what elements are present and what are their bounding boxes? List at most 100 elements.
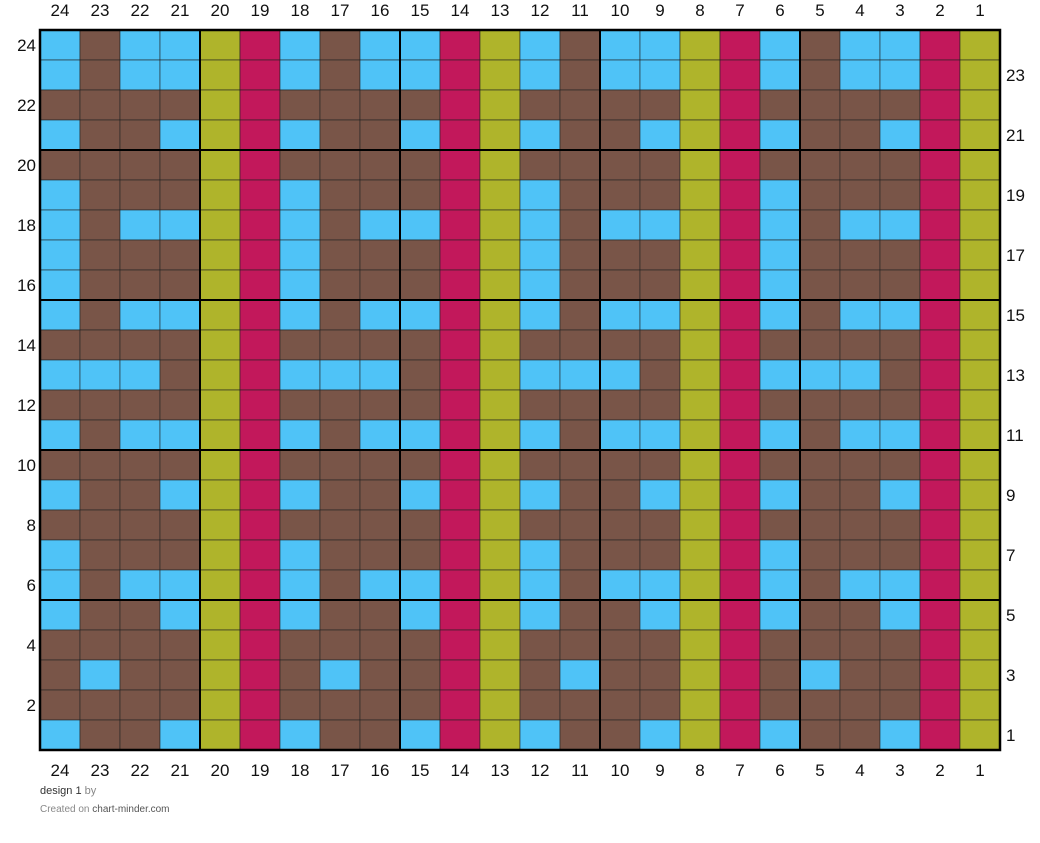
chart-cell	[599, 59, 641, 91]
chart-cell	[639, 389, 681, 421]
chart-cell	[479, 449, 521, 481]
chart-cell	[879, 539, 921, 571]
chart-cell	[959, 599, 1001, 631]
chart-cell	[679, 659, 721, 691]
chart-cell	[559, 509, 601, 541]
chart-cell	[879, 449, 921, 481]
chart-cell	[759, 29, 801, 61]
chart-cell	[279, 539, 321, 571]
chart-cell	[119, 29, 161, 61]
chart-cell	[399, 329, 441, 361]
chart-cell	[959, 269, 1001, 301]
chart-cell	[599, 509, 641, 541]
chart-cell	[639, 509, 681, 541]
chart-cell	[879, 419, 921, 451]
chart-cell	[359, 149, 401, 181]
column-label-top: 24	[51, 1, 70, 20]
column-label-top: 15	[411, 1, 430, 20]
chart-cell	[159, 659, 201, 691]
chart-cell	[479, 149, 521, 181]
chart-cell	[319, 569, 361, 601]
chart-cell	[439, 539, 481, 571]
chart-cell	[199, 629, 241, 661]
chart-cell	[319, 389, 361, 421]
chart-cell	[599, 89, 641, 121]
chart-cell	[919, 449, 961, 481]
chart-cell	[719, 359, 761, 391]
chart-cell	[239, 419, 281, 451]
chart-cell	[279, 59, 321, 91]
chart-cell	[799, 389, 841, 421]
chart-cell	[279, 569, 321, 601]
chart-cell	[79, 449, 121, 481]
row-label-left: 24	[17, 36, 36, 55]
chart-cell	[439, 419, 481, 451]
chart-cell	[279, 29, 321, 61]
chart-cell	[679, 479, 721, 511]
chart-cell	[279, 599, 321, 631]
row-label-right: 23	[1006, 66, 1025, 85]
chart-cell	[559, 89, 601, 121]
chart-cell	[439, 449, 481, 481]
chart-cell	[359, 239, 401, 271]
chart-cell	[439, 239, 481, 271]
chart-cell	[439, 689, 481, 721]
chart-cell	[479, 119, 521, 151]
chart-cell	[839, 119, 881, 151]
chart-cell	[159, 599, 201, 631]
chart-cell	[799, 119, 841, 151]
chart-cell	[879, 509, 921, 541]
chart-cell	[719, 299, 761, 331]
chart-cell	[279, 119, 321, 151]
column-label-top: 14	[451, 1, 470, 20]
chart-cell	[279, 449, 321, 481]
row-label-left: 10	[17, 456, 36, 475]
chart-cell	[839, 329, 881, 361]
chart-cell	[439, 29, 481, 61]
chart-cell	[959, 449, 1001, 481]
chart-cell	[319, 299, 361, 331]
chart-cell	[239, 659, 281, 691]
chart-cell	[639, 89, 681, 121]
column-label-bottom: 9	[655, 761, 664, 780]
chart-cell	[279, 479, 321, 511]
chart-cell	[759, 209, 801, 241]
chart-cell	[399, 629, 441, 661]
column-label-top: 13	[491, 1, 510, 20]
chart-cell	[239, 119, 281, 151]
chart-cell	[199, 269, 241, 301]
chart-cell	[399, 149, 441, 181]
chart-cell	[479, 299, 521, 331]
chart-cell	[519, 299, 561, 331]
chart-cell	[439, 659, 481, 691]
chart-cell	[79, 89, 121, 121]
chart-cell	[199, 29, 241, 61]
row-label-right: 1	[1006, 726, 1015, 745]
chart-cell	[199, 329, 241, 361]
chart-cell	[519, 419, 561, 451]
chart-cell	[479, 539, 521, 571]
created-on-label: Created on	[40, 804, 90, 815]
chart-cell	[439, 359, 481, 391]
chart-cell	[439, 719, 481, 751]
chart-cell	[199, 599, 241, 631]
site-link[interactable]: chart-minder.com	[92, 804, 170, 815]
column-label-bottom: 21	[171, 761, 190, 780]
chart-cell	[519, 179, 561, 211]
chart-cell	[679, 599, 721, 631]
chart-cell	[479, 599, 521, 631]
chart-cell	[79, 29, 121, 61]
chart-cell	[759, 59, 801, 91]
chart-cell	[639, 359, 681, 391]
chart-cell	[839, 629, 881, 661]
chart-cell	[599, 359, 641, 391]
chart-cell	[839, 299, 881, 331]
chart-cell	[919, 659, 961, 691]
chart-cell	[959, 359, 1001, 391]
chart-cell	[839, 689, 881, 721]
chart-cell	[399, 59, 441, 91]
column-label-top: 23	[91, 1, 110, 20]
chart-cell	[799, 479, 841, 511]
chart-cell	[519, 149, 561, 181]
chart-cell	[39, 329, 81, 361]
